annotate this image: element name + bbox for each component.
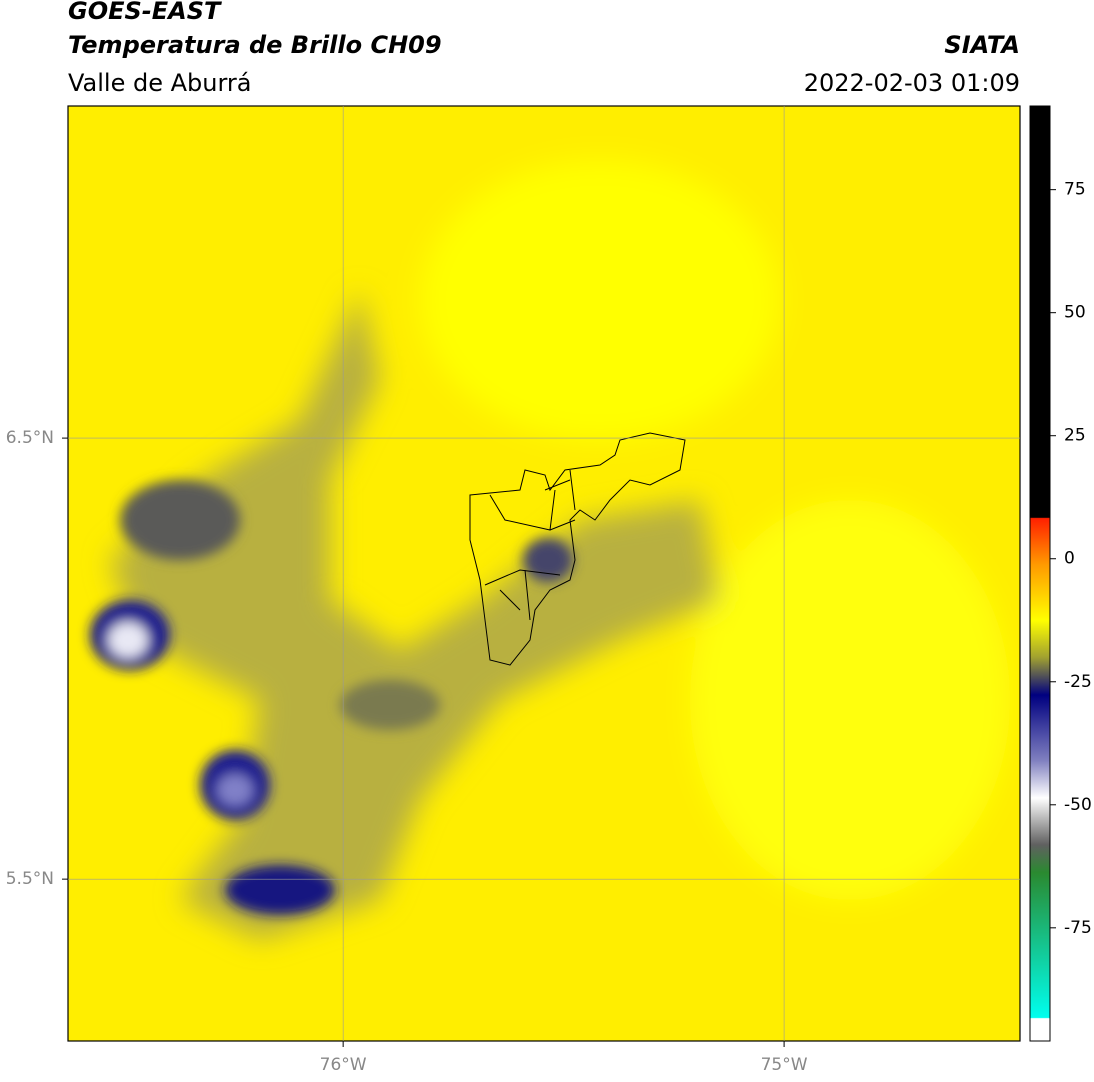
datetime: 2022-02-03 01:09 xyxy=(804,69,1020,97)
region: Valle de Aburrá xyxy=(68,69,252,97)
subtitle: Temperatura de Brillo CH09 xyxy=(68,31,442,59)
x-tick-label: 76°W xyxy=(320,1055,367,1075)
source: SIATA xyxy=(944,31,1020,59)
municipal-boundaries xyxy=(469,432,686,666)
y-tick-label: 6.5°N xyxy=(6,428,54,448)
colorbar-tick-label: 0 xyxy=(1064,549,1075,569)
colorbar-tick-label: -25 xyxy=(1064,672,1092,692)
map-image xyxy=(68,106,1020,1041)
colorbar-tick-label: 50 xyxy=(1064,303,1086,323)
colorbar-tick-label: -75 xyxy=(1064,918,1092,938)
title: GOES-EAST xyxy=(68,0,222,25)
colorbar-tick-label: 75 xyxy=(1064,180,1086,200)
colorbar-tick-label: 25 xyxy=(1064,426,1086,446)
map-frame xyxy=(67,105,1021,1042)
colorbar xyxy=(1029,105,1051,1042)
y-tick-label: 5.5°N xyxy=(6,869,54,889)
x-tick-label: 75°W xyxy=(761,1055,808,1075)
colorbar-tick-label: -50 xyxy=(1064,795,1092,815)
